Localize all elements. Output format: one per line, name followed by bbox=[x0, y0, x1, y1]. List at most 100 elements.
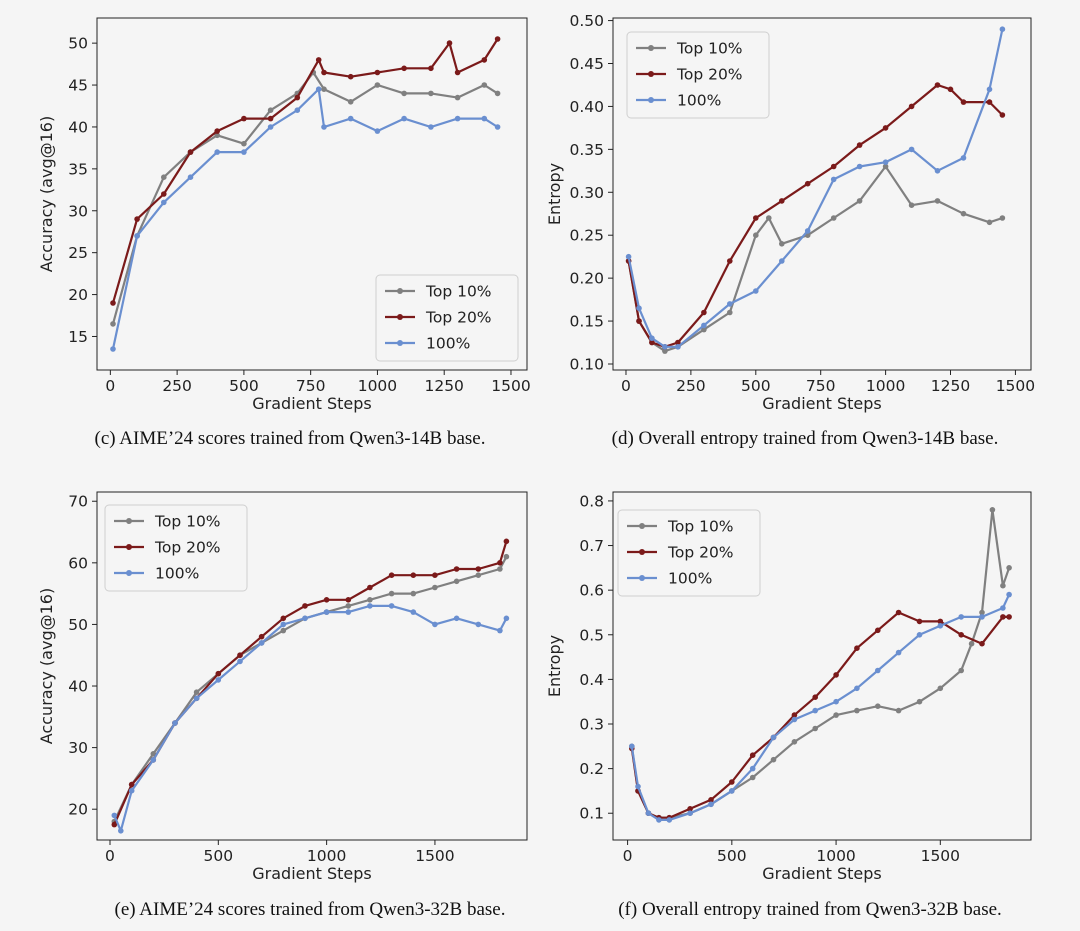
legend: Top 10% Top 20% 100% bbox=[626, 31, 770, 119]
data-point bbox=[908, 202, 915, 208]
data-point bbox=[804, 180, 811, 187]
data-point bbox=[875, 627, 881, 634]
series-100- bbox=[110, 86, 501, 352]
data-point bbox=[753, 215, 759, 221]
data-point bbox=[649, 339, 655, 346]
data-point bbox=[432, 572, 438, 578]
data-point bbox=[779, 258, 785, 264]
data-point bbox=[791, 712, 798, 718]
y-tick-label: 70 bbox=[68, 493, 88, 511]
x-tick-label: 500 bbox=[204, 847, 234, 865]
data-point bbox=[258, 640, 265, 646]
data-point bbox=[150, 751, 157, 757]
data-point bbox=[280, 627, 287, 634]
legend-marker bbox=[648, 71, 654, 77]
y-axis-label: Entropy bbox=[545, 163, 564, 225]
legend-marker bbox=[397, 314, 403, 320]
x-tick-label: 1000 bbox=[816, 847, 855, 865]
legend-marker bbox=[397, 288, 403, 294]
data-point bbox=[267, 124, 274, 130]
y-tick-label: 0.4 bbox=[579, 671, 604, 689]
y-tick-label: 50 bbox=[68, 616, 88, 634]
y-tick-label: 0.45 bbox=[569, 55, 604, 73]
data-point bbox=[645, 810, 652, 816]
data-point bbox=[729, 779, 735, 785]
y-tick-label: 40 bbox=[68, 118, 88, 136]
data-point bbox=[347, 99, 354, 105]
data-point bbox=[410, 590, 417, 597]
data-point bbox=[241, 115, 247, 122]
data-point bbox=[854, 707, 860, 714]
y-tick-label: 45 bbox=[68, 77, 88, 95]
data-point bbox=[367, 597, 373, 603]
data-point bbox=[908, 146, 915, 153]
data-point bbox=[979, 640, 985, 647]
y-axis-label: Accuracy (avg@16) bbox=[37, 588, 56, 744]
data-point bbox=[960, 155, 967, 161]
data-point bbox=[656, 817, 662, 823]
data-point bbox=[833, 712, 839, 718]
data-point bbox=[937, 618, 944, 625]
x-tick-label: 1250 bbox=[931, 377, 970, 395]
data-point bbox=[110, 321, 116, 327]
data-point bbox=[937, 623, 944, 629]
data-point bbox=[161, 199, 167, 206]
data-point bbox=[503, 538, 510, 545]
data-point bbox=[1006, 565, 1012, 571]
y-tick-label: 50 bbox=[68, 35, 88, 53]
x-tick-label: 0 bbox=[105, 847, 115, 865]
data-point bbox=[503, 615, 510, 622]
data-point bbox=[315, 86, 322, 92]
y-tick-label: 0.20 bbox=[569, 270, 604, 288]
y-tick-label: 35 bbox=[68, 160, 88, 178]
data-point bbox=[649, 335, 655, 342]
y-tick-label: 15 bbox=[68, 328, 88, 346]
data-point bbox=[161, 191, 167, 197]
data-point bbox=[214, 149, 220, 155]
data-point bbox=[999, 215, 1006, 221]
data-point bbox=[280, 621, 287, 628]
data-point bbox=[1000, 605, 1006, 611]
data-point bbox=[172, 720, 178, 726]
data-point bbox=[812, 725, 818, 732]
data-point bbox=[428, 65, 434, 72]
y-tick-label: 0.6 bbox=[579, 582, 604, 600]
data-point bbox=[302, 603, 308, 609]
data-point bbox=[302, 615, 308, 622]
legend-box bbox=[104, 504, 248, 592]
legend-label: Top 20% bbox=[676, 66, 743, 84]
data-point bbox=[321, 86, 327, 92]
legend-label: Top 10% bbox=[676, 40, 743, 58]
data-point bbox=[475, 621, 482, 628]
data-point bbox=[675, 344, 681, 350]
data-point bbox=[237, 658, 243, 665]
data-point bbox=[960, 210, 967, 217]
data-point bbox=[497, 566, 503, 572]
legend-marker bbox=[639, 523, 645, 529]
y-tick-label: 30 bbox=[68, 202, 88, 220]
data-point bbox=[1000, 614, 1006, 620]
legend-label: 100% bbox=[155, 565, 199, 583]
data-point bbox=[749, 765, 756, 772]
data-point bbox=[999, 112, 1006, 118]
data-point bbox=[830, 176, 837, 183]
series-top-10- bbox=[110, 69, 501, 327]
legend-label: 100% bbox=[677, 92, 721, 110]
legend-marker bbox=[648, 45, 654, 51]
legend-label: 100% bbox=[426, 335, 470, 353]
data-point bbox=[701, 322, 707, 329]
y-tick-label: 0.30 bbox=[569, 184, 604, 202]
data-point bbox=[895, 649, 902, 656]
x-tick-label: 750 bbox=[806, 377, 836, 395]
y-tick-label: 0.1 bbox=[579, 805, 604, 823]
x-tick-label: 1000 bbox=[358, 377, 397, 395]
legend-label: Top 20% bbox=[154, 539, 221, 557]
data-point bbox=[937, 685, 944, 692]
x-tick-label: 250 bbox=[676, 377, 706, 395]
data-point bbox=[193, 695, 200, 702]
data-point bbox=[830, 215, 837, 221]
data-point bbox=[854, 685, 860, 692]
data-point bbox=[675, 339, 681, 346]
data-point bbox=[215, 677, 222, 683]
data-point bbox=[804, 228, 811, 234]
